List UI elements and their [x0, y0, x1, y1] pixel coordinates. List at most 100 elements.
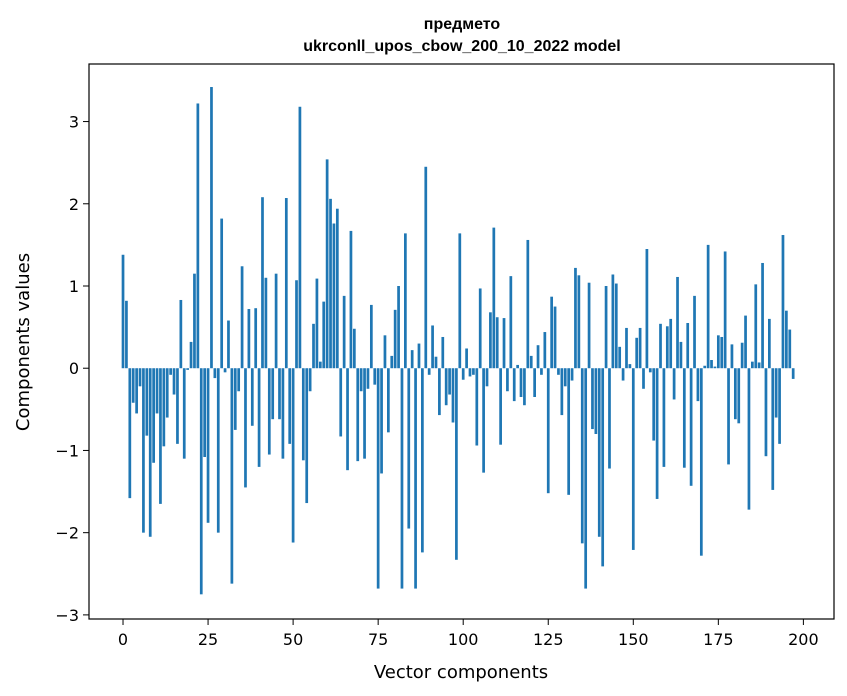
- bar-189: [764, 368, 768, 457]
- bar-50: [291, 368, 295, 543]
- bar-16: [176, 368, 179, 444]
- bar-95: [444, 368, 448, 406]
- bar-124: [543, 332, 547, 369]
- bar-122: [536, 345, 540, 369]
- bar-182: [740, 342, 744, 369]
- bar-193: [778, 368, 781, 444]
- bar-83: [404, 233, 407, 369]
- y-axis-ticks: −3 −2 −1 0 1 2 3: [55, 113, 89, 625]
- bar-149: [628, 364, 632, 369]
- bar-175: [716, 335, 720, 369]
- bar-29: [220, 218, 224, 369]
- bar-12: [162, 368, 166, 447]
- bar-123: [540, 368, 543, 375]
- bar-194: [781, 235, 785, 369]
- bar-92: [434, 356, 438, 369]
- bar-20: [189, 341, 193, 369]
- bar-46: [278, 368, 281, 420]
- y-tick-label: −1: [55, 441, 79, 460]
- x-tick-label: 200: [788, 630, 819, 649]
- bar-109: [492, 227, 496, 369]
- bar-3: [131, 368, 135, 403]
- bar-161: [669, 318, 673, 369]
- bar-90: [427, 368, 431, 375]
- bar-184: [747, 368, 751, 510]
- bar-98: [455, 368, 458, 560]
- bar-168: [693, 295, 696, 369]
- bar-177: [723, 251, 727, 369]
- bar-128: [557, 368, 560, 375]
- bar-113: [506, 368, 509, 392]
- bar-87: [417, 343, 421, 369]
- bar-15: [172, 368, 176, 395]
- y-tick-label: 1: [69, 277, 79, 296]
- bar-192: [774, 368, 778, 418]
- bar-33: [233, 368, 237, 430]
- bar-174: [713, 366, 717, 369]
- bar-131: [567, 368, 571, 495]
- bar-30: [223, 368, 227, 373]
- bar-139: [594, 368, 598, 434]
- bar-60: [325, 159, 329, 369]
- bar-107: [485, 368, 489, 387]
- bar-34: [237, 368, 241, 392]
- bar-130: [563, 368, 567, 387]
- bar-151: [635, 337, 639, 369]
- bar-37: [247, 309, 251, 369]
- y-tick-label: 2: [69, 195, 79, 214]
- bar-173: [710, 360, 713, 369]
- bar-165: [682, 368, 686, 468]
- bar-91: [431, 325, 434, 369]
- bar-45: [274, 273, 278, 369]
- bar-4: [135, 368, 138, 414]
- x-tick-label: 125: [533, 630, 564, 649]
- bar-63: [335, 208, 339, 369]
- bar-186: [754, 284, 758, 369]
- bar-160: [665, 326, 669, 369]
- bar-57: [315, 278, 319, 369]
- x-tick-label: 100: [448, 630, 479, 649]
- bar-58: [318, 361, 322, 369]
- bar-31: [227, 320, 230, 369]
- bar-6: [142, 368, 145, 533]
- x-axis-label: Vector components: [374, 662, 548, 683]
- bar-44: [271, 368, 275, 420]
- bar-187: [757, 362, 761, 369]
- bar-188: [761, 262, 764, 369]
- bar-35: [240, 266, 244, 369]
- bar-70: [359, 368, 363, 392]
- x-tick-label: 25: [198, 630, 218, 649]
- bar-64: [339, 368, 343, 437]
- bar-147: [621, 368, 625, 381]
- bar-190: [768, 318, 771, 369]
- bar-166: [686, 323, 690, 369]
- bar-181: [737, 368, 741, 424]
- bar-112: [502, 318, 506, 369]
- bar-136: [584, 368, 588, 589]
- bar-101: [465, 348, 468, 369]
- bar-146: [618, 346, 622, 369]
- y-tick-label: −3: [55, 606, 79, 625]
- bar-152: [638, 327, 642, 369]
- bar-135: [580, 368, 584, 544]
- bar-38: [250, 368, 254, 426]
- bar-105: [478, 288, 482, 369]
- bar-148: [625, 327, 628, 369]
- bar-2: [128, 368, 132, 499]
- bar-169: [696, 368, 700, 402]
- bar-196: [788, 329, 792, 369]
- bar-47: [281, 368, 285, 459]
- bar-66: [346, 368, 349, 471]
- chart-title-line-2: ukrconll_upos_cbow_200_10_2022 model: [303, 38, 620, 55]
- y-tick-label: 0: [69, 359, 79, 378]
- bar-24: [203, 368, 207, 458]
- bar-86: [414, 368, 417, 589]
- bar-118: [523, 368, 526, 406]
- bar-10: [155, 368, 159, 414]
- bar-5: [138, 368, 142, 387]
- bar-84: [407, 368, 411, 529]
- bar-158: [659, 323, 662, 369]
- bar-17: [179, 299, 183, 369]
- bar-97: [451, 368, 455, 423]
